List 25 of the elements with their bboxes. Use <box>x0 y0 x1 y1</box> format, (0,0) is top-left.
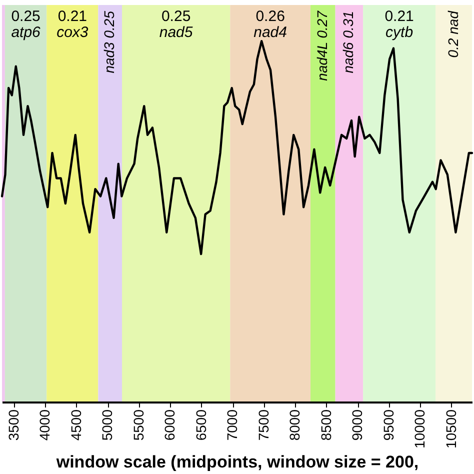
x-tick-label: 10000 <box>412 409 428 448</box>
x-tick-label: 6000 <box>162 409 178 441</box>
x-tick-label: 8000 <box>286 409 303 441</box>
text: 0.25 atp6 <box>11 8 40 41</box>
text: 0.25 nad5 <box>159 8 193 41</box>
band-label: nad4L 0.27 <box>314 10 330 81</box>
x-tick-label: 5500 <box>130 409 146 441</box>
band-label: nad3 0.25 <box>101 10 118 74</box>
text: 0.26 nad4 <box>254 8 287 41</box>
text: 0.21 cytb <box>384 8 414 41</box>
band-label: nad6 0.31 <box>340 11 356 74</box>
x-tick-label: 4000 <box>36 409 53 441</box>
x-tick-label: 9500 <box>380 409 396 441</box>
x-tick-label: 10500 <box>442 409 459 448</box>
x-tick-label: 4500 <box>68 409 84 441</box>
x-tick-label: 8500 <box>318 409 334 441</box>
text: 0.21 cox3 <box>56 8 88 41</box>
x-tick-label: 7000 <box>224 409 240 441</box>
band-label: 0.2 nad <box>444 10 461 58</box>
x-axis-title: window scale (midpoints, window size = 200, <box>55 452 419 472</box>
x-tick-label: 5000 <box>99 409 116 441</box>
x-tick-label: 9000 <box>349 409 366 441</box>
x-tick-label: 3500 <box>5 409 22 441</box>
x-tick-label: 7500 <box>255 409 272 441</box>
x-tick-label: 6500 <box>192 409 209 441</box>
